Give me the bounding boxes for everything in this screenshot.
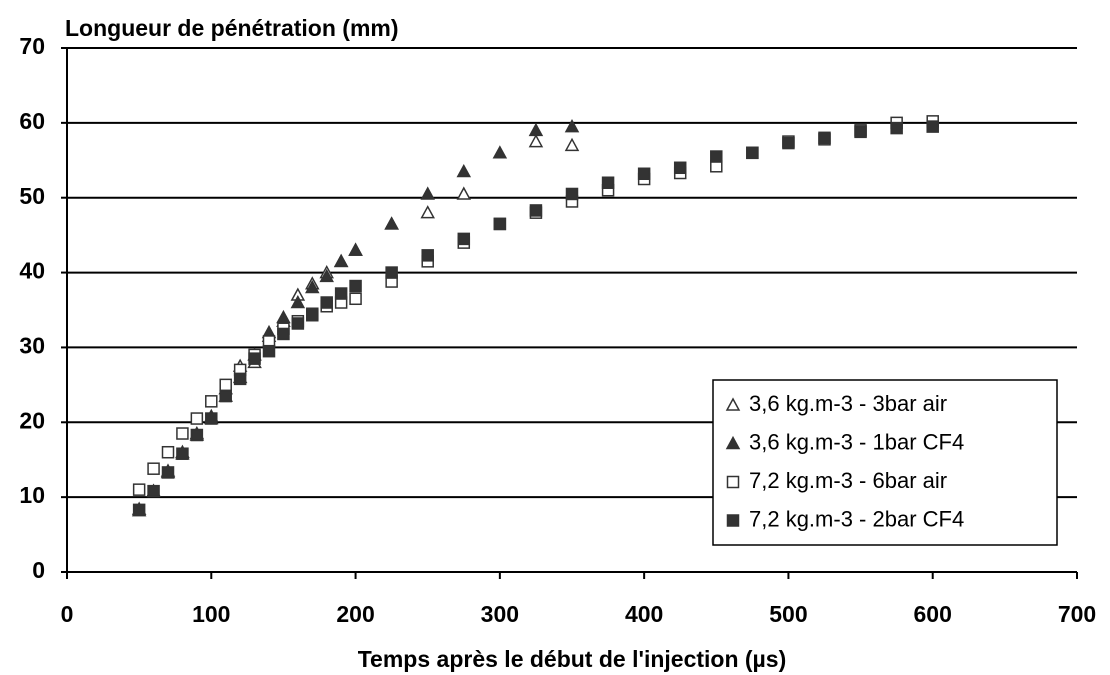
marker [277, 327, 290, 341]
marker [349, 279, 362, 293]
marker [248, 352, 261, 365]
marker [262, 344, 276, 358]
marker [334, 287, 348, 300]
y-tick-label: 10 [19, 482, 45, 508]
legend-marker [725, 397, 741, 411]
marker [456, 186, 472, 200]
marker [492, 145, 508, 159]
y-tick-label: 70 [19, 33, 45, 59]
marker [710, 150, 723, 163]
legend-marker [726, 475, 740, 489]
y-tick-label: 20 [19, 407, 45, 433]
legend-label: 3,6 kg.m-3 - 1bar CF4 [749, 429, 964, 454]
marker [233, 372, 247, 386]
x-tick-label: 600 [914, 601, 952, 627]
x-tick-label: 100 [192, 601, 230, 627]
y-tick-label: 40 [19, 258, 45, 284]
y-tick-label: 60 [19, 108, 45, 134]
marker [565, 187, 579, 201]
marker [176, 447, 189, 460]
marker [306, 308, 319, 322]
marker [528, 122, 544, 137]
marker [420, 205, 435, 219]
marker [457, 232, 471, 246]
legend-marker [725, 435, 741, 450]
marker [205, 395, 218, 408]
marker [349, 292, 362, 306]
marker [746, 146, 759, 160]
marker [176, 427, 189, 440]
marker [456, 163, 472, 178]
marker [564, 119, 580, 133]
marker [132, 483, 146, 496]
legend-label: 7,2 kg.m-3 - 2bar CF4 [749, 506, 964, 531]
marker [305, 279, 320, 294]
marker [384, 216, 399, 230]
x-tick-label: 400 [625, 601, 663, 627]
marker [348, 242, 363, 256]
marker [420, 186, 435, 200]
x-tick-label: 300 [481, 601, 519, 627]
marker [601, 176, 615, 189]
marker [385, 266, 398, 279]
x-tick-label: 200 [336, 601, 374, 627]
x-tick-label: 700 [1058, 601, 1096, 627]
marker [564, 137, 580, 152]
marker [161, 445, 175, 459]
x-tick-label: 0 [61, 601, 74, 627]
marker [319, 268, 334, 283]
marker [132, 503, 146, 517]
marker [782, 136, 795, 150]
marker [421, 249, 434, 262]
y-tick-label: 50 [19, 183, 45, 209]
marker [333, 253, 349, 268]
marker [890, 121, 903, 135]
legend-marker [726, 514, 740, 527]
legend-box [712, 379, 1058, 546]
marker [291, 317, 305, 330]
marker [493, 217, 507, 231]
marker [528, 134, 544, 148]
marker [529, 204, 543, 217]
marker [190, 412, 204, 425]
marker [290, 294, 306, 309]
marker [637, 167, 651, 181]
marker [219, 378, 232, 392]
y-tick-label: 0 [32, 557, 45, 583]
marker [190, 428, 204, 442]
x-tick-label: 500 [769, 601, 807, 627]
marker [147, 462, 160, 475]
marker [219, 389, 232, 403]
marker [926, 120, 939, 133]
marker [161, 466, 175, 479]
y-tick-label: 30 [19, 333, 45, 359]
legend-label: 3,6 kg.m-3 - 3bar air [749, 391, 947, 416]
marker [320, 296, 333, 309]
marker [276, 309, 291, 324]
marker [147, 484, 160, 498]
x-axis-label: Temps après le début de l'injection (µs) [358, 646, 787, 672]
legend-label: 7,2 kg.m-3 - 6bar air [749, 468, 947, 493]
chart-title: Longueur de pénétration (mm) [65, 15, 399, 41]
marker [673, 161, 687, 175]
marker [818, 131, 831, 145]
marker [854, 125, 867, 139]
marker [205, 412, 218, 425]
